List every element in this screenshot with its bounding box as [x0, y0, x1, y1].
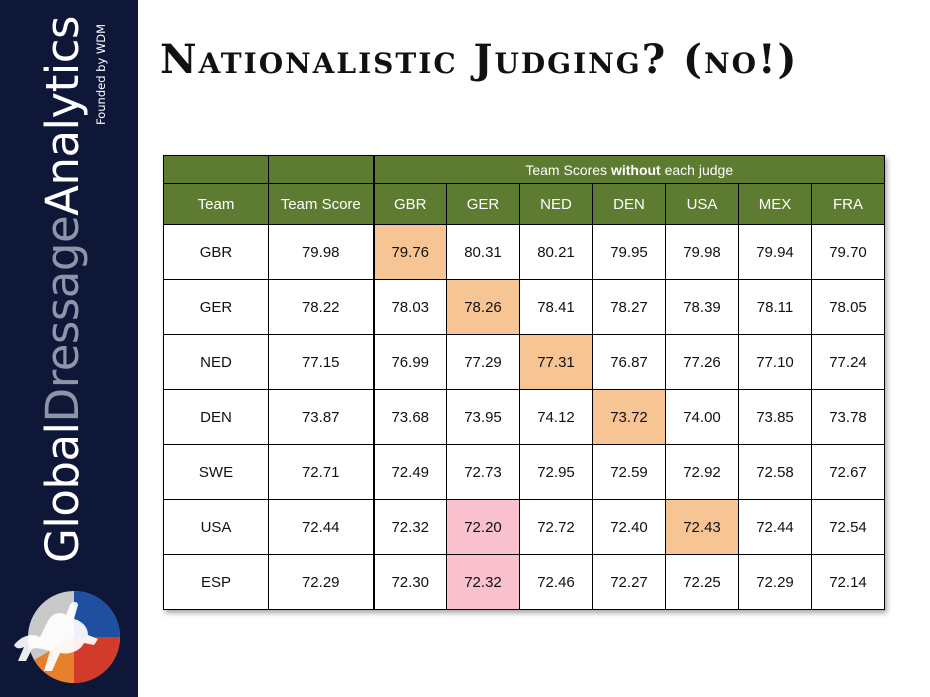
cell-score-without-mex: 72.29: [738, 554, 812, 610]
cell-score-without-gbr: 76.99: [372, 334, 447, 390]
brand-dressage: Dressage: [36, 215, 89, 423]
cell-score-without-ger: 72.20: [446, 499, 520, 555]
table-row: ESP 72.29 72.30 72.32 72.46 72.27 72.25 72.29 72…: [163, 554, 885, 610]
cell-team: USA: [163, 499, 269, 555]
cell-score-without-den: 72.59: [592, 444, 666, 500]
cell-score-without-gbr: 72.49: [372, 444, 447, 500]
sidebar: GlobalDressageAnalytics Founded by WDM: [0, 0, 138, 697]
header-team-score: Team Score: [268, 183, 374, 225]
header-team: Team: [163, 183, 269, 225]
cell-score-without-fra: 79.70: [811, 224, 885, 280]
header-judge-ned: NED: [519, 183, 593, 225]
cell-score-without-den: 73.72: [592, 389, 666, 445]
header-group-row: Team Scores without each judge: [163, 155, 885, 184]
header-judge-den: DEN: [592, 183, 666, 225]
cell-score-without-usa: 78.39: [665, 279, 739, 335]
cell-team: GBR: [163, 224, 269, 280]
cell-score-without-ned: 80.21: [519, 224, 593, 280]
cell-score-without-usa: 74.00: [665, 389, 739, 445]
table-row: NED 77.15 76.99 77.29 77.31 76.87 77.26 77.10 77…: [163, 334, 885, 390]
table-row: GBR 79.98 79.76 80.31 80.21 79.95 79.98 79.94 79…: [163, 224, 885, 280]
header-judge-fra: FRA: [811, 183, 885, 225]
cell-team-score: 77.15: [268, 334, 374, 390]
cell-team: GER: [163, 279, 269, 335]
cell-score-without-ned: 77.31: [519, 334, 593, 390]
cell-score-without-mex: 72.58: [738, 444, 812, 500]
cell-score-without-fra: 77.24: [811, 334, 885, 390]
cell-score-without-den: 79.95: [592, 224, 666, 280]
cell-score-without-usa: 79.98: [665, 224, 739, 280]
brand-analytics: Analytics: [36, 16, 89, 216]
cell-team-score: 73.87: [268, 389, 374, 445]
cell-score-without-ned: 72.95: [519, 444, 593, 500]
cell-team: SWE: [163, 444, 269, 500]
horse-rider-logo-icon: [14, 591, 120, 684]
cell-score-without-ned: 72.46: [519, 554, 593, 610]
cell-score-without-den: 78.27: [592, 279, 666, 335]
cell-team-score: 78.22: [268, 279, 374, 335]
cell-team-score: 72.29: [268, 554, 374, 610]
header-judge-usa: USA: [665, 183, 739, 225]
brand-wordmark: GlobalDressageAnalytics: [36, 16, 89, 563]
cell-score-without-den: 72.27: [592, 554, 666, 610]
header-group-label: Team Scores without each judge: [372, 155, 885, 184]
cell-score-without-gbr: 78.03: [372, 279, 447, 335]
cell-score-without-usa: 72.43: [665, 499, 739, 555]
header-blank-score: [268, 155, 374, 184]
cell-score-without-fra: 72.67: [811, 444, 885, 500]
header-judge-gbr: GBR: [372, 183, 447, 225]
founded-by-text: Founded by WDM: [94, 23, 108, 125]
cell-score-without-ger: 78.26: [446, 279, 520, 335]
cell-score-without-usa: 72.92: [665, 444, 739, 500]
header-columns-row: Team Team Score GBR GER NED DEN USA MEX FRA: [163, 183, 885, 225]
table-row: GER 78.22 78.03 78.26 78.41 78.27 78.39 78.11 78…: [163, 279, 885, 335]
cell-score-without-fra: 72.14: [811, 554, 885, 610]
cell-score-without-ger: 72.32: [446, 554, 520, 610]
cell-score-without-den: 76.87: [592, 334, 666, 390]
cell-score-without-mex: 77.10: [738, 334, 812, 390]
cell-team: ESP: [163, 554, 269, 610]
cell-score-without-usa: 77.26: [665, 334, 739, 390]
cell-score-without-gbr: 73.68: [372, 389, 447, 445]
page-title: Nationalistic Judging? (no!): [160, 36, 799, 83]
header-judge-ger: GER: [446, 183, 520, 225]
cell-score-without-gbr: 79.76: [372, 224, 447, 280]
cell-team: NED: [163, 334, 269, 390]
cell-team-score: 72.44: [268, 499, 374, 555]
cell-score-without-fra: 78.05: [811, 279, 885, 335]
cell-score-without-mex: 72.44: [738, 499, 812, 555]
cell-team-score: 72.71: [268, 444, 374, 500]
cell-score-without-gbr: 72.32: [372, 499, 447, 555]
cell-score-without-gbr: 72.30: [372, 554, 447, 610]
cell-score-without-ger: 77.29: [446, 334, 520, 390]
header-judge-mex: MEX: [738, 183, 812, 225]
cell-score-without-ned: 72.72: [519, 499, 593, 555]
cell-score-without-ned: 78.41: [519, 279, 593, 335]
table-row: SWE 72.71 72.49 72.73 72.95 72.59 72.92 72.58 72…: [163, 444, 885, 500]
cell-score-without-den: 72.40: [592, 499, 666, 555]
cell-score-without-mex: 78.11: [738, 279, 812, 335]
cell-score-without-fra: 72.54: [811, 499, 885, 555]
scores-table: Team Scores without each judge Team Team…: [163, 155, 885, 610]
cell-score-without-ned: 74.12: [519, 389, 593, 445]
header-blank-team: [163, 155, 269, 184]
cell-score-without-ger: 73.95: [446, 389, 520, 445]
cell-score-without-ger: 80.31: [446, 224, 520, 280]
cell-score-without-mex: 79.94: [738, 224, 812, 280]
cell-score-without-mex: 73.85: [738, 389, 812, 445]
cell-score-without-ger: 72.73: [446, 444, 520, 500]
cell-score-without-fra: 73.78: [811, 389, 885, 445]
table-row: DEN 73.87 73.68 73.95 74.12 73.72 74.00 73.85 73…: [163, 389, 885, 445]
brand-global: Global: [36, 422, 89, 563]
cell-team: DEN: [163, 389, 269, 445]
cell-team-score: 79.98: [268, 224, 374, 280]
table-row: USA 72.44 72.32 72.20 72.72 72.40 72.43 72.44 72…: [163, 499, 885, 555]
cell-score-without-usa: 72.25: [665, 554, 739, 610]
